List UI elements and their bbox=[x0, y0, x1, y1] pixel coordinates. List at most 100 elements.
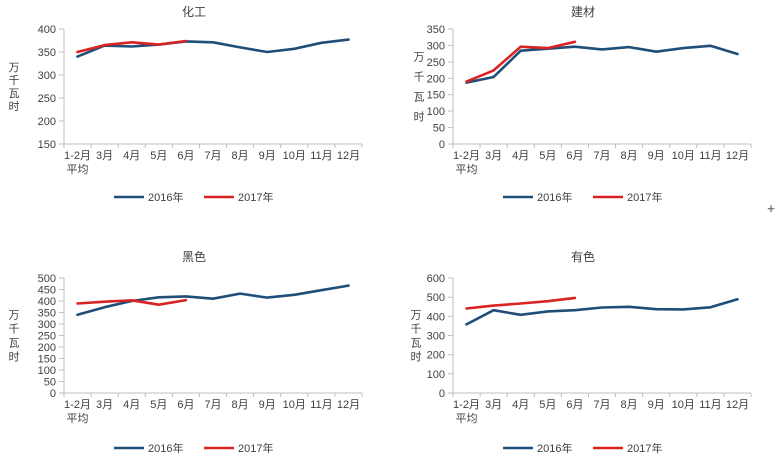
y-tick-label: 300 bbox=[38, 70, 56, 82]
x-tick-label: 1-2月 bbox=[64, 399, 91, 411]
y-tick-label: 150 bbox=[38, 354, 56, 366]
series-2016-line bbox=[465, 44, 739, 84]
x-tick-label: 9月 bbox=[648, 399, 665, 411]
y-tick-label: 100 bbox=[427, 369, 445, 381]
legend-label: 2017年 bbox=[627, 441, 662, 455]
y-axis-title-char: 时 bbox=[9, 351, 20, 364]
y-tick-label: 0 bbox=[439, 139, 445, 151]
y-tick-label: 200 bbox=[38, 116, 56, 128]
y-axis-title-char: 万 bbox=[9, 310, 20, 322]
x-tick-label: 11月 bbox=[699, 150, 721, 162]
legend-label: 2016年 bbox=[537, 441, 572, 455]
y-tick-label: 200 bbox=[427, 350, 445, 362]
legend-item[interactable]: 2017年 bbox=[593, 441, 662, 455]
y-tick-label: 400 bbox=[38, 24, 56, 36]
x-tick-label: 10月 bbox=[283, 150, 306, 162]
series-2017-line bbox=[76, 298, 188, 306]
legend-item[interactable]: 2017年 bbox=[204, 190, 273, 204]
y-axis-title-char: 万 bbox=[9, 62, 20, 74]
x-tick-label: 10月 bbox=[672, 399, 695, 411]
x-tick-label: 12月 bbox=[726, 399, 749, 411]
series-2016-line bbox=[465, 298, 739, 326]
y-tick-label: 50 bbox=[433, 123, 445, 135]
legend-item[interactable]: 2016年 bbox=[114, 190, 183, 204]
x-tick-label: 11月 bbox=[699, 399, 721, 411]
chart-title: 黑色 bbox=[182, 250, 206, 264]
x-tick-label: 11月 bbox=[310, 399, 332, 411]
x-tick-label: 5月 bbox=[150, 150, 167, 162]
y-tick-label: 400 bbox=[38, 296, 56, 308]
legend-item[interactable]: 2016年 bbox=[503, 190, 572, 204]
x-tick-label: 4月 bbox=[512, 399, 529, 411]
x-tick-label: 5月 bbox=[539, 150, 556, 162]
y-tick-label: 0 bbox=[50, 388, 56, 400]
x-tick-label: 12月 bbox=[726, 150, 749, 162]
legend-item[interactable]: 2017年 bbox=[593, 190, 662, 204]
chart-building-materials[interactable]: 建材 0 50 100 150 200 250 300 350 1-2月 平均 3月 4月 5月 6月 7月 8… bbox=[389, 0, 777, 231]
y-tick-label: 350 bbox=[38, 308, 56, 320]
series-2016-line bbox=[76, 38, 350, 58]
y-tick-label: 100 bbox=[427, 106, 445, 118]
x-tick-label: 8月 bbox=[232, 399, 249, 411]
x-tick-label: 9月 bbox=[648, 150, 665, 162]
y-tick-label: 250 bbox=[427, 57, 445, 69]
y-axis-title-char: 千 bbox=[9, 74, 20, 87]
x-tick-label: 9月 bbox=[259, 399, 276, 411]
x-tick-label: 12月 bbox=[337, 399, 360, 411]
y-axis-title-char: 时 bbox=[411, 351, 422, 364]
y-tick-label: 0 bbox=[439, 388, 445, 400]
chart-title: 有色 bbox=[571, 250, 595, 264]
y-tick-label: 300 bbox=[427, 40, 445, 52]
y-axis-title-char: 瓦 bbox=[414, 92, 425, 104]
x-tick-label: 8月 bbox=[621, 150, 638, 162]
legend-item[interactable]: 2017年 bbox=[204, 441, 273, 455]
x-tick-label: 3月 bbox=[485, 399, 502, 411]
x-tick-label: 5月 bbox=[150, 399, 167, 411]
x-tick-label: 4月 bbox=[512, 150, 529, 162]
series-2017-line bbox=[76, 39, 188, 54]
x-tick-sublabel: 平均 bbox=[67, 163, 89, 176]
legend-label: 2017年 bbox=[627, 190, 662, 204]
legend-item[interactable]: 2016年 bbox=[114, 441, 183, 455]
x-tick-sublabel: 平均 bbox=[456, 412, 478, 425]
y-tick-label: 200 bbox=[38, 342, 56, 354]
chart-title: 建材 bbox=[571, 5, 595, 19]
y-axis-title-char: 万 bbox=[414, 52, 425, 64]
x-tick-label: 3月 bbox=[96, 150, 113, 162]
x-tick-label: 4月 bbox=[123, 399, 140, 411]
x-tick-label: 12月 bbox=[337, 150, 360, 162]
y-axis-title-char: 千 bbox=[411, 323, 422, 336]
y-axis-title-char: 瓦 bbox=[9, 88, 20, 100]
x-tick-label: 8月 bbox=[621, 399, 638, 411]
x-tick-label: 6月 bbox=[177, 150, 194, 162]
legend-label: 2017年 bbox=[238, 190, 273, 204]
y-tick-label: 350 bbox=[427, 24, 445, 36]
x-tick-label: 10月 bbox=[672, 150, 695, 162]
x-tick-label: 7月 bbox=[204, 150, 221, 162]
plus-cursor-icon: + bbox=[767, 201, 775, 216]
x-tick-label: 3月 bbox=[96, 399, 113, 411]
chart-nonferrous[interactable]: 有色 0 100 200 300 400 500 600 1-2月 平均 3月 4月 5月 6月 7月 8月 9… bbox=[389, 231, 777, 462]
y-tick-label: 250 bbox=[38, 93, 56, 105]
x-tick-label: 6月 bbox=[566, 399, 583, 411]
y-tick-label: 50 bbox=[44, 377, 56, 389]
series-2017-line bbox=[465, 296, 577, 310]
chart-chemical[interactable]: 化工 150 200 250 300 350 400 1-2月 平均 3月 4月 5月 6月 7月 8月 9月… bbox=[0, 0, 388, 231]
x-tick-label: 5月 bbox=[539, 399, 556, 411]
x-tick-label: 11月 bbox=[310, 150, 332, 162]
y-tick-label: 300 bbox=[38, 319, 56, 331]
x-tick-label: 1-2月 bbox=[64, 150, 91, 162]
y-tick-label: 100 bbox=[38, 365, 56, 377]
y-tick-label: 200 bbox=[427, 73, 445, 85]
x-tick-label: 8月 bbox=[232, 150, 249, 162]
y-axis-title-char: 瓦 bbox=[9, 338, 20, 350]
legend-item[interactable]: 2016年 bbox=[503, 441, 572, 455]
y-tick-label: 600 bbox=[427, 273, 445, 285]
y-tick-label: 400 bbox=[427, 311, 445, 323]
chart-ferrous[interactable]: 黑色 0 50 100 150 200 250 300 350 400 450 500 1-2月 平均 3月… bbox=[0, 231, 388, 462]
y-tick-label: 500 bbox=[427, 292, 445, 304]
x-tick-label: 6月 bbox=[177, 399, 194, 411]
